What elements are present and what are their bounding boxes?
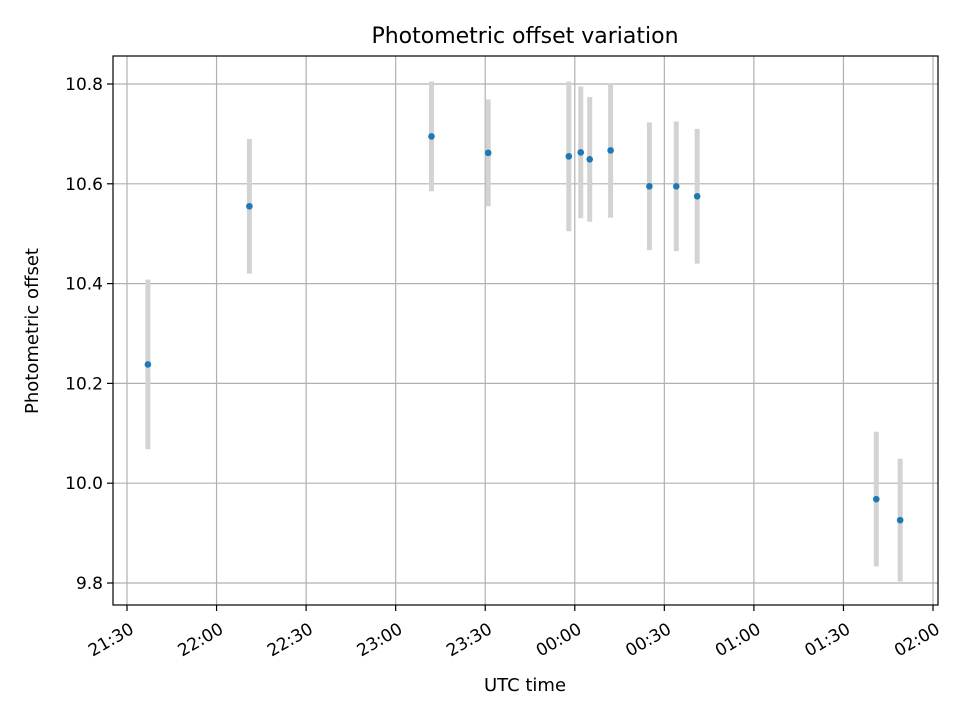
x-tick-label: 01:00 [712, 619, 764, 661]
y-tick-label: 10.8 [65, 75, 103, 95]
data-point [672, 182, 680, 190]
y-axis: 9.8 10.0 10.2 10.4 10.6 10.8 [65, 75, 113, 594]
x-tick-label: 22:00 [175, 619, 227, 661]
data-point [607, 147, 614, 154]
y-tick-label: 10.0 [65, 474, 103, 494]
x-tick-label: 01:30 [802, 619, 854, 661]
data-point [646, 182, 653, 190]
x-axis-title: UTC time [484, 675, 566, 696]
x-axis: 21:30 22:00 22:30 23:00 23:30 00:00 00:30 01:00… [85, 605, 944, 661]
y-tick-label: 10.4 [65, 275, 103, 295]
grid [113, 56, 938, 605]
x-tick-label: 22:30 [264, 619, 316, 661]
chart-title: Photometric offset variation [371, 24, 678, 49]
x-tick-label: 02:00 [891, 619, 943, 661]
x-tick-label: 00:00 [533, 619, 585, 661]
x-tick-label: 23:30 [443, 619, 495, 661]
y-tick-label: 10.6 [65, 175, 103, 195]
y-axis-title: Photometric offset [22, 248, 43, 414]
data-point [896, 516, 904, 524]
error-bars [145, 81, 903, 582]
data-point [484, 149, 492, 157]
plot-frame [112, 55, 939, 606]
data-point [872, 495, 880, 503]
x-tick-label: 21:30 [85, 619, 137, 661]
data-point [428, 133, 435, 140]
y-tick-label: 9.8 [76, 574, 103, 594]
y-tick-label: 10.2 [65, 374, 103, 394]
x-tick-label: 23:00 [354, 619, 406, 661]
data-points [144, 133, 904, 524]
data-point [565, 153, 573, 160]
data-point [577, 149, 585, 156]
data-point [144, 361, 152, 368]
data-point [586, 156, 594, 163]
data-point [693, 192, 701, 200]
x-tick-label: 00:30 [622, 619, 674, 661]
data-point [246, 202, 253, 210]
